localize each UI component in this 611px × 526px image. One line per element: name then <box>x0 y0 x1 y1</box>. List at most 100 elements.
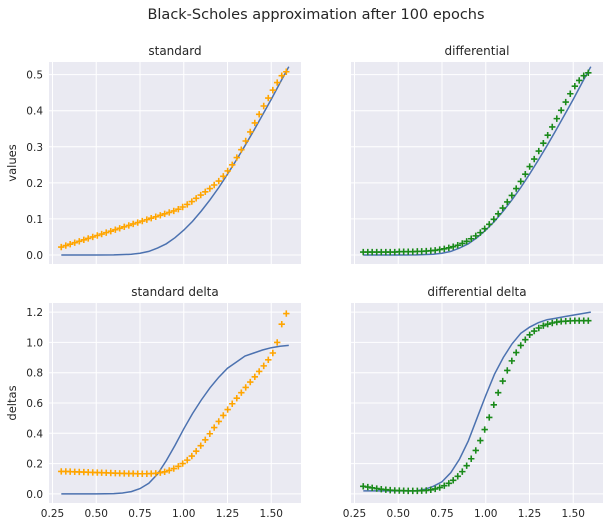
panel-standard: 0.0 0.1 0.2 0.3 0.4 0.5 standard values <box>5 44 301 264</box>
data-point <box>553 115 560 122</box>
data-point <box>544 132 551 139</box>
y-axis-label: values <box>5 144 19 181</box>
y-tick-label: 0.6 <box>26 398 43 410</box>
data-point <box>247 378 254 386</box>
data-point <box>184 201 191 208</box>
data-point <box>85 235 92 242</box>
x-tick-label: 0.50 <box>387 508 410 520</box>
data-point <box>463 238 470 245</box>
data-point <box>522 170 529 178</box>
panel-standard-delta: 0.25 0.50 0.75 1.00 1.25 1.50 0.0 0.2 0.4 0.6 0.8 1… <box>5 285 301 520</box>
data-point <box>125 222 132 229</box>
data-point <box>504 198 511 206</box>
x-tick-label: 1.25 <box>518 508 541 520</box>
y-tick-label: 0.8 <box>26 368 43 380</box>
data-point <box>175 463 182 470</box>
y-tick-label: 0.1 <box>26 214 43 226</box>
data-point <box>571 82 579 90</box>
data-point <box>522 336 529 343</box>
data-point <box>233 154 240 161</box>
data-point <box>549 319 556 327</box>
data-point <box>477 437 484 444</box>
data-point <box>580 72 587 79</box>
data-point <box>192 447 200 455</box>
y-tick-label: 0.4 <box>26 106 43 118</box>
y-axis-label: deltas <box>5 385 19 420</box>
data-point <box>283 68 290 75</box>
data-point <box>526 163 533 170</box>
data-point <box>477 229 484 236</box>
data-point <box>255 368 263 375</box>
data-point <box>121 223 128 231</box>
data-point <box>278 321 285 328</box>
data-point <box>468 455 475 462</box>
data-point <box>494 210 502 218</box>
data-point <box>269 86 277 94</box>
x-tick-label: 0.75 <box>430 508 453 520</box>
data-point <box>188 198 195 205</box>
data-point <box>472 447 479 454</box>
data-point <box>472 232 479 240</box>
data-point <box>585 69 592 77</box>
x-tick-label: 0.50 <box>85 508 108 520</box>
y-tick-label: 0.5 <box>26 70 43 82</box>
data-point <box>166 209 173 216</box>
data-point <box>255 111 263 118</box>
data-point <box>481 426 488 433</box>
x-tick-label: 0.75 <box>128 508 151 520</box>
data-point <box>170 465 177 472</box>
data-point <box>490 216 497 223</box>
data-point <box>161 468 168 475</box>
data-point <box>445 480 453 487</box>
x-tick-label: 1.50 <box>562 508 585 520</box>
data-point <box>148 214 155 222</box>
data-point <box>229 161 236 169</box>
data-point <box>431 485 439 493</box>
data-point <box>170 207 177 215</box>
data-point <box>508 357 516 365</box>
data-point <box>215 177 222 185</box>
data-point <box>215 418 222 425</box>
model-line <box>61 66 290 256</box>
data-point <box>161 210 168 218</box>
data-point <box>265 94 272 102</box>
data-point <box>211 181 218 189</box>
plot-area <box>49 62 301 264</box>
panel-title: standard delta <box>131 285 218 299</box>
data-point <box>260 102 267 110</box>
data-point <box>247 128 254 136</box>
data-point <box>562 98 569 106</box>
data-point <box>576 77 583 84</box>
data-point <box>76 238 83 245</box>
data-point <box>486 221 493 228</box>
data-point <box>494 389 502 396</box>
data-point <box>274 339 281 346</box>
marker-series <box>360 317 592 495</box>
data-point <box>238 146 245 153</box>
data-point <box>535 324 542 332</box>
data-point <box>179 460 186 467</box>
data-point <box>283 310 290 317</box>
data-point <box>98 230 105 238</box>
data-point <box>206 185 214 192</box>
data-point <box>175 205 182 213</box>
data-point <box>544 321 551 328</box>
data-point <box>540 322 547 329</box>
y-tick-label: 1.2 <box>26 307 43 319</box>
data-point <box>585 317 592 324</box>
data-point <box>445 244 453 251</box>
data-point <box>179 203 186 211</box>
data-point <box>454 242 461 249</box>
data-point <box>274 79 281 86</box>
data-point <box>260 362 267 370</box>
data-point <box>490 401 497 409</box>
panel-title: differential <box>445 44 510 58</box>
data-point <box>184 456 191 464</box>
data-point <box>567 90 574 97</box>
y-tick-label: 0.0 <box>26 250 43 262</box>
panel-title: differential delta <box>427 285 526 299</box>
data-point <box>441 245 448 253</box>
x-tick-label: 0.25 <box>41 508 64 520</box>
data-point <box>129 220 137 228</box>
